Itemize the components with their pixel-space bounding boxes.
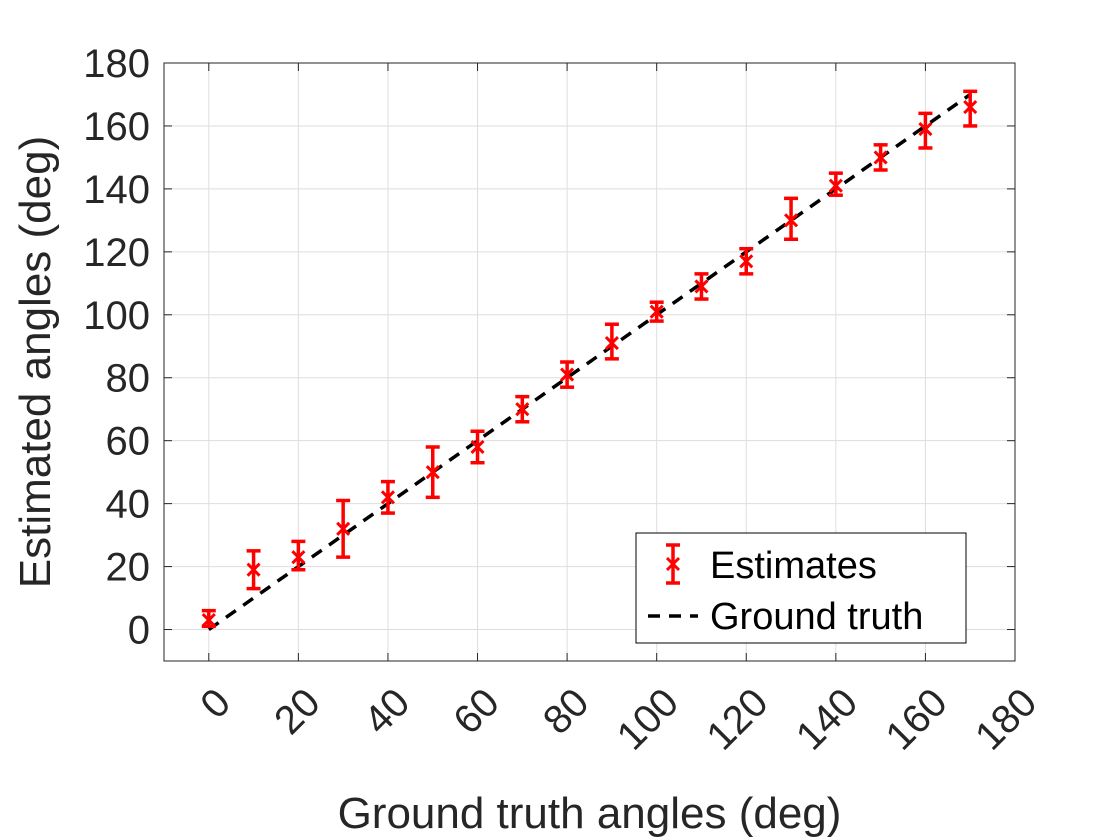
y-tick-label: 80 — [106, 357, 151, 401]
y-tick-labels: 0 20 40 60 80 100 120 140 160 180 — [83, 42, 150, 653]
x-marker — [515, 402, 530, 417]
estimate-point — [694, 272, 709, 301]
x-tick-labels: 0 20 40 60 80 100 120 140 160 180 — [192, 680, 1045, 758]
estimate-point — [918, 111, 933, 150]
x-marker — [246, 562, 261, 577]
x-tick-label: 180 — [967, 680, 1045, 758]
x-marker — [604, 336, 619, 351]
x-marker — [828, 178, 843, 193]
y-tick-label: 160 — [83, 105, 150, 149]
ground-truth-layer — [207, 93, 972, 631]
y-tick-label: 20 — [106, 546, 151, 590]
estimate-point — [783, 196, 799, 242]
y-tick-label: 0 — [128, 609, 150, 653]
y-tick-label: 180 — [83, 42, 150, 86]
y-tick-label: 140 — [83, 168, 150, 212]
x-marker — [694, 279, 709, 294]
y-tick-label: 40 — [106, 483, 151, 527]
x-axis-label: Ground truth angles (deg) — [338, 789, 842, 838]
x-marker — [291, 550, 306, 565]
legend-box — [635, 532, 967, 644]
x-marker — [739, 254, 754, 269]
estimate-point — [201, 608, 216, 629]
x-tick-label: 60 — [445, 680, 508, 743]
x-marker — [783, 213, 799, 228]
legend-ground-truth-label: Ground truth — [710, 596, 923, 638]
legend-estimates-label: Estimates — [710, 545, 877, 587]
y-tick-label: 120 — [83, 231, 150, 275]
ticks — [164, 62, 1016, 661]
estimate-point — [604, 322, 619, 361]
estimate-point — [425, 445, 440, 500]
x-tick-label: 140 — [788, 680, 866, 758]
estimate-point — [739, 246, 754, 276]
estimate-point — [291, 539, 306, 572]
estimate-point — [873, 143, 888, 172]
y-tick-label: 100 — [83, 294, 150, 338]
legend-estimates-symbol — [665, 543, 681, 585]
estimate-point — [649, 300, 664, 323]
x-marker — [560, 367, 575, 382]
x-tick-label: 100 — [609, 680, 687, 758]
y-tick-label: 60 — [106, 420, 151, 464]
x-tick-label: 20 — [266, 680, 329, 743]
estimate-point — [828, 171, 843, 197]
x-marker — [425, 465, 440, 480]
plot-frame — [163, 62, 1016, 662]
estimate-point — [246, 549, 261, 591]
estimate-point-legend — [665, 543, 681, 585]
legend: Estimates Ground truth — [635, 532, 967, 644]
x-marker — [201, 613, 216, 628]
x-marker — [336, 521, 351, 536]
x-tick-label: 120 — [698, 680, 776, 758]
x-marker — [963, 100, 978, 115]
x-tick-label: 40 — [356, 680, 419, 743]
estimate-point — [470, 429, 485, 465]
ground-truth-line — [207, 93, 972, 631]
x-marker — [665, 556, 681, 572]
y-axis-label: Estimated angles (deg) — [11, 136, 60, 588]
estimate-point — [380, 479, 396, 515]
x-marker — [873, 150, 888, 165]
x-marker — [918, 122, 933, 137]
x-marker — [380, 490, 396, 505]
estimate-point — [963, 89, 978, 128]
estimate-point — [560, 360, 575, 389]
estimate-point — [515, 394, 530, 424]
x-tick-label: 0 — [192, 680, 239, 727]
x-tick-label: 80 — [535, 680, 598, 743]
estimate-point — [336, 498, 351, 559]
x-marker — [649, 304, 664, 319]
x-marker — [470, 439, 485, 455]
estimates-layer — [201, 89, 978, 629]
x-tick-label: 160 — [877, 680, 955, 758]
